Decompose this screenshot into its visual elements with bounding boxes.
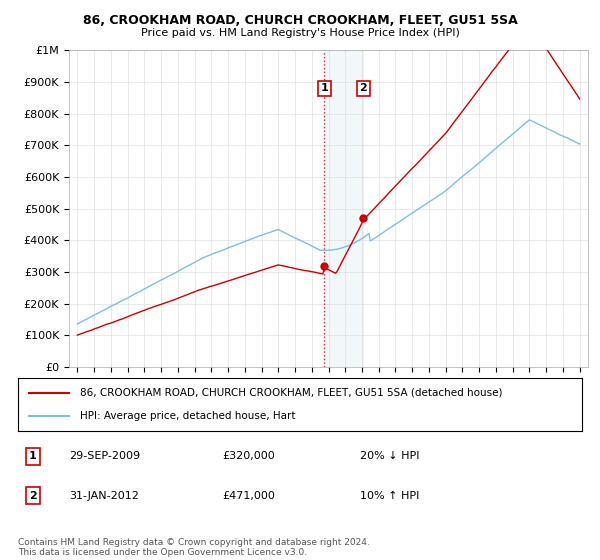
Text: 1: 1 [29, 451, 37, 461]
Text: 31-JAN-2012: 31-JAN-2012 [69, 491, 139, 501]
Bar [325, 50, 364, 367]
Text: 1: 1 [320, 83, 328, 94]
Text: 2: 2 [29, 491, 37, 501]
Text: 10% ↑ HPI: 10% ↑ HPI [360, 491, 419, 501]
Text: 20% ↓ HPI: 20% ↓ HPI [360, 451, 419, 461]
Text: £320,000: £320,000 [222, 451, 275, 461]
Text: 86, CROOKHAM ROAD, CHURCH CROOKHAM, FLEET, GU51 5SA (detached house): 86, CROOKHAM ROAD, CHURCH CROOKHAM, FLEE… [80, 388, 503, 398]
Text: Price paid vs. HM Land Registry's House Price Index (HPI): Price paid vs. HM Land Registry's House … [140, 28, 460, 38]
Text: HPI: Average price, detached house, Hart: HPI: Average price, detached house, Hart [80, 411, 296, 421]
Text: £471,000: £471,000 [222, 491, 275, 501]
Text: 2: 2 [359, 83, 367, 94]
Text: 29-SEP-2009: 29-SEP-2009 [69, 451, 140, 461]
Text: Contains HM Land Registry data © Crown copyright and database right 2024.
This d: Contains HM Land Registry data © Crown c… [18, 538, 370, 557]
Text: 86, CROOKHAM ROAD, CHURCH CROOKHAM, FLEET, GU51 5SA: 86, CROOKHAM ROAD, CHURCH CROOKHAM, FLEE… [83, 14, 517, 27]
